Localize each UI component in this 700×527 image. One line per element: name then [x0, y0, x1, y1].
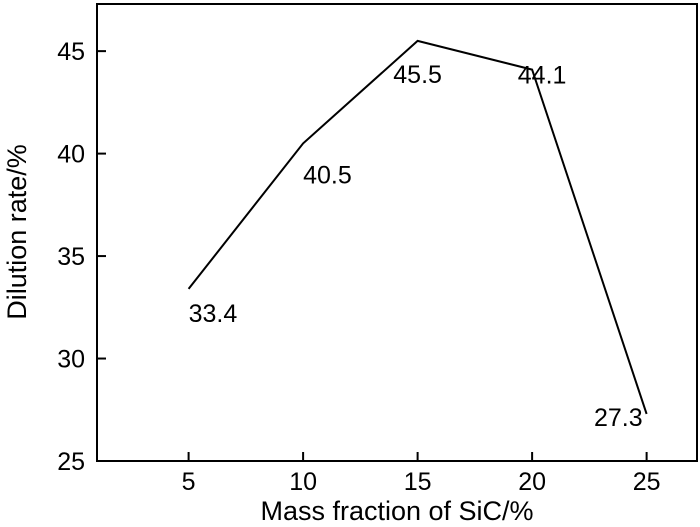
x-axis-ticks: 5 10 15 20 25	[182, 452, 661, 496]
y-tick-label: 35	[57, 243, 85, 271]
x-axis-title: Mass fraction of SiC/%	[260, 496, 533, 526]
data-label: 44.1	[518, 62, 567, 90]
plot-frame	[96, 3, 698, 462]
data-label: 33.4	[189, 300, 238, 328]
x-tick-label: 25	[633, 468, 661, 496]
y-axis-title: Dilution rate/%	[2, 144, 32, 320]
y-tick-label: 40	[57, 141, 85, 169]
data-label: 45.5	[393, 61, 442, 89]
x-tick-label: 20	[518, 468, 546, 496]
x-tick-label: 5	[182, 468, 196, 496]
x-tick-label: 10	[289, 468, 317, 496]
y-tick-label: 25	[57, 448, 85, 476]
data-label: 27.3	[594, 404, 643, 432]
x-tick-label: 15	[404, 468, 432, 496]
y-tick-label: 45	[57, 38, 85, 66]
y-tick-label: 30	[57, 346, 85, 374]
data-label: 40.5	[303, 161, 352, 189]
series-line	[187, 39, 648, 415]
y-axis-ticks: 25 30 35 40 45	[57, 38, 106, 476]
data-labels: 33.4 40.5 45.5 44.1 27.3	[189, 61, 643, 432]
